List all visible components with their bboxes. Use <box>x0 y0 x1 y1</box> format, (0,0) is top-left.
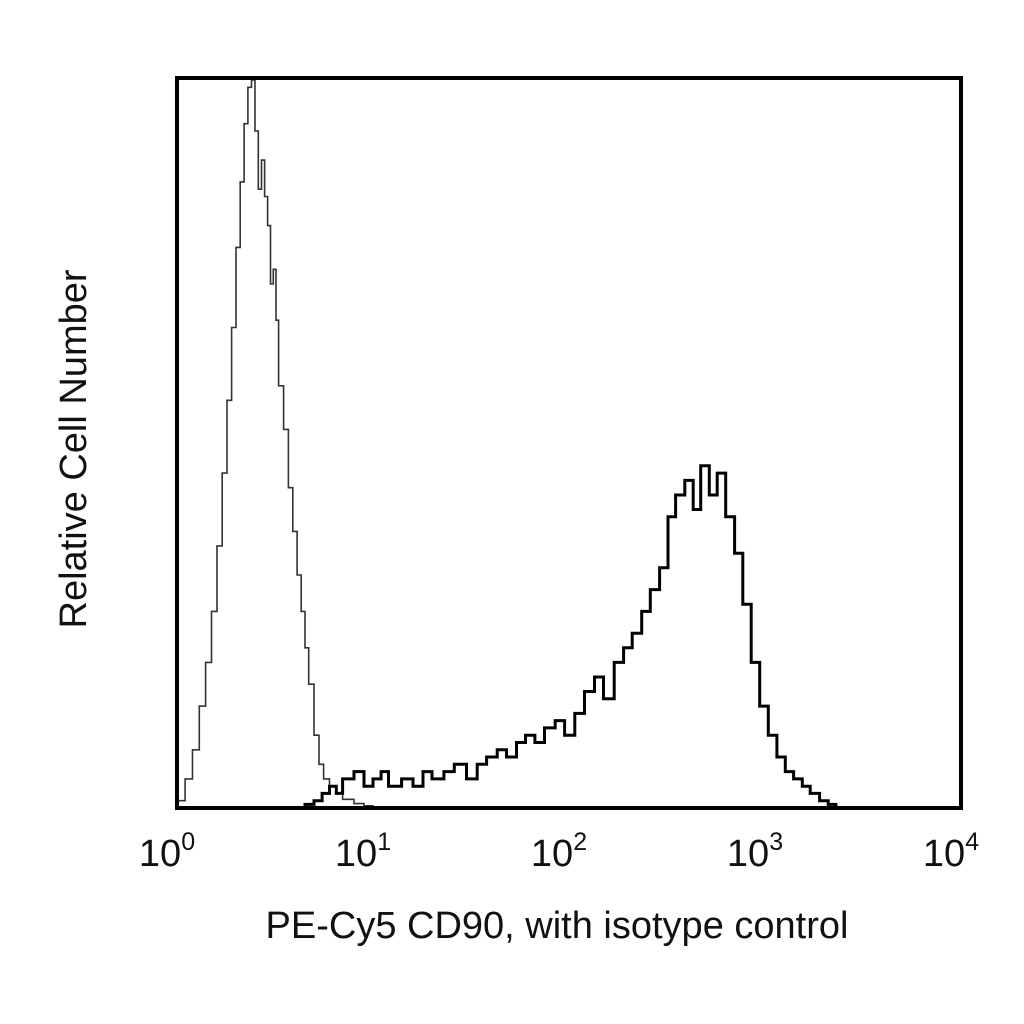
series-layer <box>177 79 838 810</box>
x-tick-label: 100 <box>139 828 195 875</box>
cd90-histogram <box>295 464 838 810</box>
x-tick-labels: 100 101 102 103 104 <box>139 828 979 875</box>
x-tick-label: 103 <box>727 828 783 875</box>
isotype-control-histogram <box>177 79 374 808</box>
plot-frame <box>175 76 963 810</box>
x-tick-label: 104 <box>923 828 979 875</box>
x-tick-label: 101 <box>335 828 391 875</box>
x-tick-label: 102 <box>531 828 587 875</box>
y-axis-title: Relative Cell Number <box>53 269 95 628</box>
x-axis-title: PE-Cy5 CD90, with isotype control <box>266 905 849 947</box>
